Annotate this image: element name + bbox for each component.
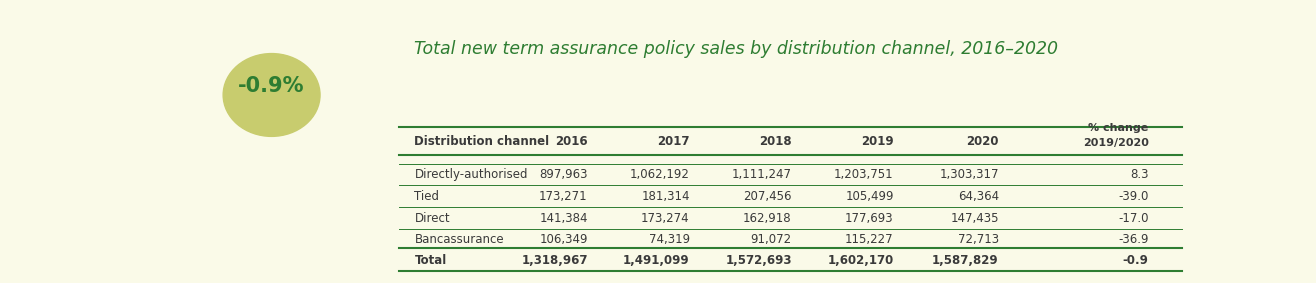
Text: -0.9%: -0.9% [238, 76, 305, 96]
Text: -17.0: -17.0 [1119, 212, 1149, 225]
Text: 1,491,099: 1,491,099 [622, 254, 690, 267]
Text: 106,349: 106,349 [540, 233, 588, 246]
Text: 115,227: 115,227 [845, 233, 894, 246]
Text: 74,319: 74,319 [649, 233, 690, 246]
Text: 2018: 2018 [759, 135, 792, 148]
Text: 141,384: 141,384 [540, 212, 588, 225]
Text: Distribution channel: Distribution channel [415, 135, 550, 148]
Text: 72,713: 72,713 [958, 233, 999, 246]
Text: -0.9: -0.9 [1123, 254, 1149, 267]
Text: 2020: 2020 [966, 135, 999, 148]
Text: % change: % change [1088, 123, 1149, 133]
Text: 147,435: 147,435 [950, 212, 999, 225]
Text: -39.0: -39.0 [1119, 190, 1149, 203]
Text: 8.3: 8.3 [1130, 168, 1149, 181]
Text: -36.9: -36.9 [1119, 233, 1149, 246]
Text: 64,364: 64,364 [958, 190, 999, 203]
Text: 105,499: 105,499 [845, 190, 894, 203]
Text: 1,062,192: 1,062,192 [630, 168, 690, 181]
Text: 207,456: 207,456 [744, 190, 792, 203]
Text: 162,918: 162,918 [744, 212, 792, 225]
Text: Bancassurance: Bancassurance [415, 233, 504, 246]
Text: 1,572,693: 1,572,693 [725, 254, 792, 267]
Text: 1,303,317: 1,303,317 [940, 168, 999, 181]
Text: Direct: Direct [415, 212, 450, 225]
Text: Tied: Tied [415, 190, 440, 203]
Text: 2019: 2019 [861, 135, 894, 148]
Ellipse shape [224, 53, 320, 136]
Text: 897,963: 897,963 [540, 168, 588, 181]
Text: 2016: 2016 [555, 135, 588, 148]
Text: 2019/2020: 2019/2020 [1083, 138, 1149, 148]
Text: 173,274: 173,274 [641, 212, 690, 225]
Text: 1,602,170: 1,602,170 [828, 254, 894, 267]
Text: Total: Total [415, 254, 446, 267]
Text: 1,111,247: 1,111,247 [732, 168, 792, 181]
Text: 181,314: 181,314 [641, 190, 690, 203]
Text: 1,587,829: 1,587,829 [932, 254, 999, 267]
Text: 1,318,967: 1,318,967 [521, 254, 588, 267]
Text: 177,693: 177,693 [845, 212, 894, 225]
Text: 91,072: 91,072 [750, 233, 792, 246]
Text: Total new term assurance policy sales by distribution channel, 2016–2020: Total new term assurance policy sales by… [415, 40, 1058, 59]
Text: 2017: 2017 [657, 135, 690, 148]
Text: Directly-authorised: Directly-authorised [415, 168, 528, 181]
Text: 173,271: 173,271 [540, 190, 588, 203]
Text: 1,203,751: 1,203,751 [834, 168, 894, 181]
